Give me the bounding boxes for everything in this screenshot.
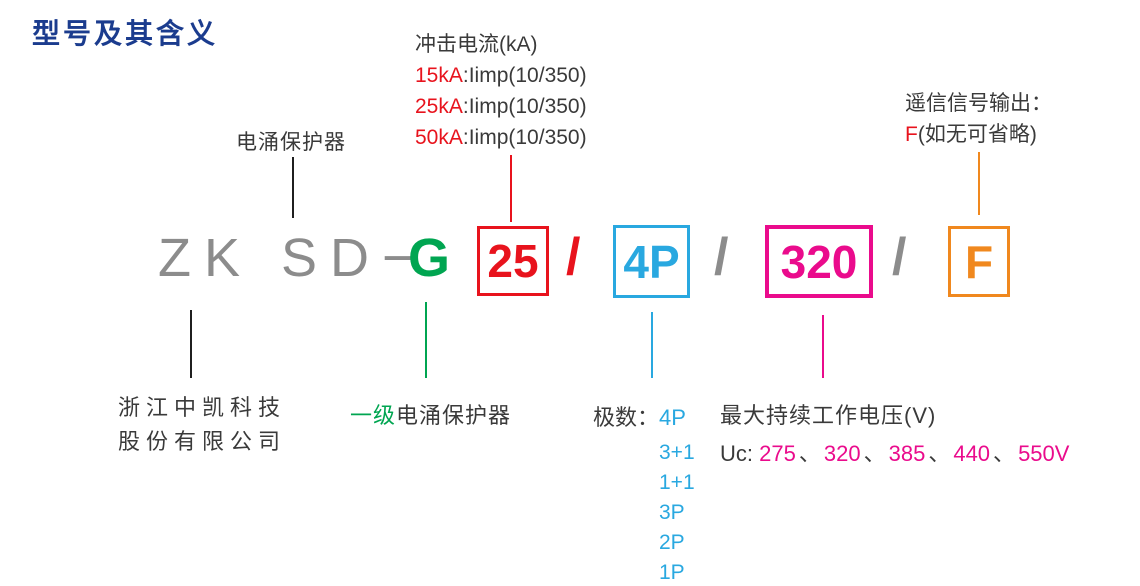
- poles-option-3plus1: 3+1: [659, 441, 695, 464]
- uc-separator: 、: [928, 441, 951, 466]
- connector-line-surge: [292, 157, 294, 218]
- voltage-uc-row: Uc: 275、 320、 385、 440、 550V: [720, 436, 1069, 468]
- model-slash-1: /: [566, 228, 581, 286]
- impulse-row-25ka: 25kA:Iimp(10/350): [415, 91, 587, 122]
- remote-signal-block: 遥信信号输出： F(如无可省略): [905, 88, 1052, 150]
- impulse-value-25ka: 25kA: [415, 95, 463, 118]
- poles-option-4p: 4P: [659, 405, 686, 430]
- grade-label-rest: 电涌保护器: [396, 403, 512, 428]
- model-poles-box: 4P: [613, 225, 690, 298]
- impulse-row-15ka: 15kA:Iimp(10/350): [415, 60, 587, 91]
- connector-line-remote: [978, 152, 980, 215]
- remote-signal-note: (如无可省略): [917, 123, 1037, 146]
- model-prefix: ZK SD−: [158, 228, 427, 288]
- poles-option-2p: 2P: [659, 531, 685, 554]
- surge-protector-label: 电涌保护器: [236, 131, 346, 154]
- remote-signal-detail: F(如无可省略): [905, 119, 1052, 150]
- poles-option-1plus1: 1+1: [659, 471, 695, 494]
- model-poles-value: 4P: [623, 235, 680, 288]
- model-remote-value: F: [964, 235, 994, 288]
- impulse-row-50ka: 50kA:Iimp(10/350): [415, 122, 587, 153]
- company-name-line1: 浙江中凯科技: [118, 395, 287, 420]
- poles-option-3p: 3P: [659, 501, 685, 524]
- remote-signal-value: F: [905, 123, 918, 146]
- model-impulse-value: 25: [487, 235, 539, 287]
- uc-separator: 、: [993, 441, 1016, 466]
- model-slash-2: /: [714, 228, 729, 286]
- uc-value-550: 550V: [1018, 441, 1070, 466]
- uc-separator: 、: [863, 441, 886, 466]
- model-remote-box: F: [948, 226, 1010, 297]
- impulse-spec-25ka: :Iimp(10/350): [462, 95, 587, 118]
- connector-line-poles: [651, 312, 653, 378]
- voltage-title: 最大持续工作电压(V): [720, 403, 937, 428]
- connector-line-grade: [425, 302, 427, 378]
- uc-value-320: 320: [823, 441, 861, 466]
- connector-line-voltage: [822, 315, 824, 378]
- uc-value-385: 385: [888, 441, 926, 466]
- model-grade-letter: G: [408, 228, 451, 288]
- impulse-value-15ka: 15kA: [415, 64, 463, 87]
- impulse-value-50ka: 50kA: [415, 126, 463, 149]
- uc-label: Uc:: [720, 441, 753, 466]
- model-voltage-value: 320: [780, 235, 858, 288]
- uc-value-275: 275: [759, 441, 796, 466]
- impulse-spec-15ka: :Iimp(10/350): [462, 64, 587, 87]
- model-voltage-box: 320: [765, 225, 873, 298]
- grade-label-highlight: 一级: [350, 403, 397, 428]
- impulse-current-block: 冲击电流(kA) 15kA:Iimp(10/350) 25kA:Iimp(10/…: [415, 29, 587, 153]
- connector-line-impulse: [510, 155, 512, 222]
- remote-signal-heading: 遥信信号输出：: [905, 92, 1052, 115]
- company-name-line2: 股份有限公司: [118, 429, 287, 454]
- model-impulse-box: 25: [477, 226, 549, 296]
- grade-label: 一级电涌保护器: [350, 398, 511, 430]
- poles-label: 极数：: [593, 405, 660, 430]
- uc-separator: 、: [798, 441, 821, 466]
- impulse-current-heading: 冲击电流(kA): [415, 33, 538, 56]
- connector-line-company: [190, 310, 192, 378]
- poles-label-row: 极数：4P: [593, 400, 686, 432]
- model-slash-3: /: [892, 228, 907, 286]
- poles-options-list: 3+1 1+1 3P 2P 1P: [659, 438, 695, 586]
- page-title: 型号及其含义: [32, 18, 219, 49]
- poles-option-1p: 1P: [659, 561, 685, 584]
- uc-value-440: 440: [953, 441, 991, 466]
- impulse-spec-50ka: :Iimp(10/350): [462, 126, 587, 149]
- company-name-block: 浙江中凯科技 股份有限公司: [118, 391, 286, 459]
